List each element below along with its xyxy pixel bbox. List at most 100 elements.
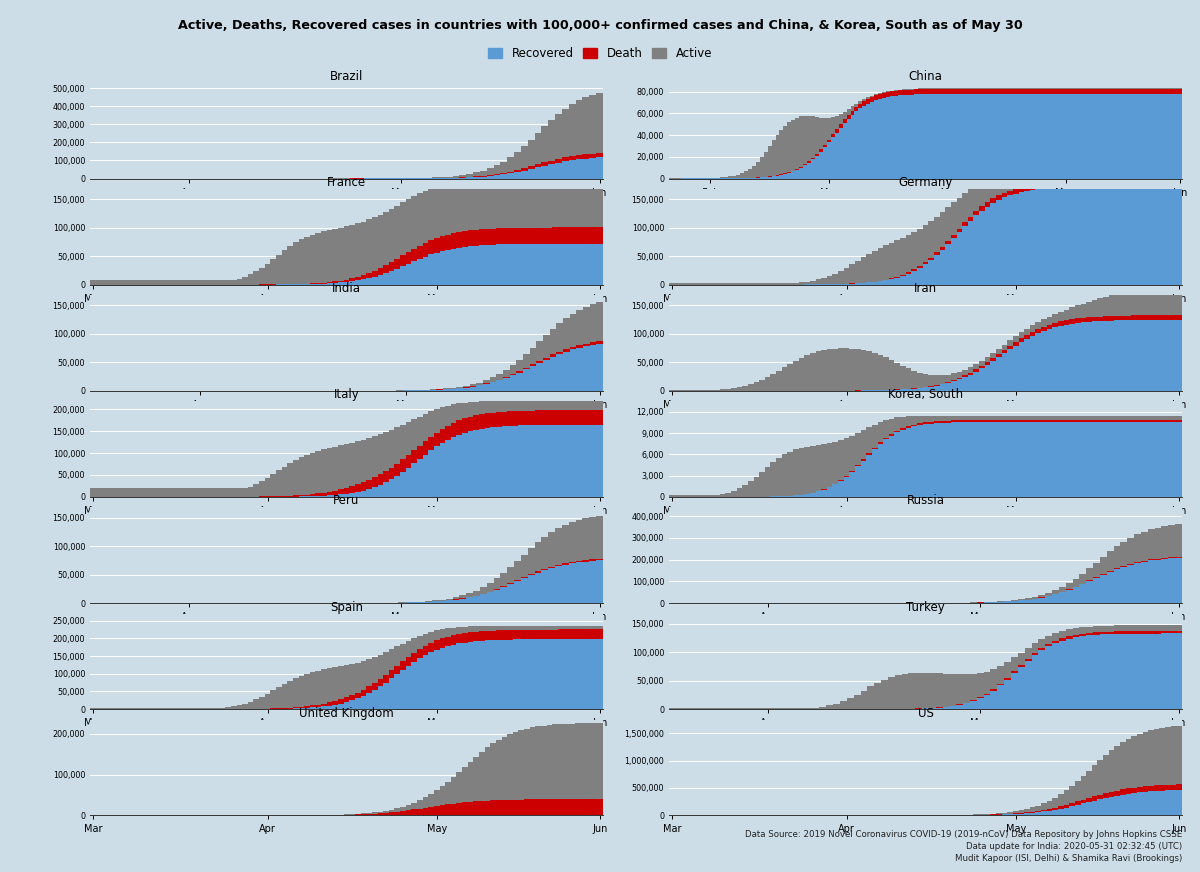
Bar — [541, 626, 547, 630]
Bar — [1025, 598, 1032, 600]
Bar — [1142, 787, 1148, 792]
Bar — [360, 221, 366, 275]
Bar — [1154, 560, 1162, 603]
Bar — [541, 639, 547, 709]
Bar — [1142, 93, 1146, 179]
Bar — [894, 418, 900, 431]
Bar — [389, 671, 395, 678]
Bar — [1075, 323, 1080, 391]
Bar — [582, 562, 589, 603]
Bar — [775, 135, 780, 175]
Bar — [929, 422, 934, 424]
Bar — [1063, 93, 1068, 179]
Bar — [456, 634, 462, 644]
Bar — [787, 364, 793, 391]
Bar — [934, 253, 940, 255]
Bar — [521, 578, 528, 603]
Bar — [956, 232, 962, 284]
Bar — [535, 639, 541, 709]
Bar — [383, 482, 389, 497]
Bar — [1175, 558, 1182, 603]
Bar — [582, 518, 589, 560]
Bar — [1052, 416, 1058, 420]
Bar — [1165, 416, 1171, 420]
Bar — [1052, 644, 1058, 709]
Bar — [425, 602, 432, 603]
Bar — [1103, 182, 1109, 187]
Bar — [1123, 93, 1127, 179]
Bar — [299, 495, 305, 496]
Bar — [1154, 187, 1159, 284]
Bar — [815, 155, 818, 179]
Bar — [758, 708, 764, 709]
Bar — [1008, 89, 1013, 93]
Bar — [878, 94, 882, 99]
Bar — [691, 495, 697, 497]
Bar — [372, 683, 378, 690]
Bar — [529, 228, 535, 244]
Bar — [979, 211, 985, 284]
Bar — [316, 671, 322, 705]
Bar — [558, 401, 564, 410]
Bar — [1162, 633, 1169, 709]
Bar — [1001, 89, 1004, 93]
Bar — [518, 244, 524, 284]
Bar — [534, 573, 541, 603]
Bar — [596, 303, 602, 342]
Bar — [564, 187, 569, 228]
Bar — [416, 194, 422, 246]
Bar — [521, 555, 528, 577]
Bar — [592, 723, 598, 799]
Bar — [1080, 584, 1086, 603]
Bar — [1148, 320, 1154, 391]
Bar — [946, 241, 950, 244]
Bar — [1147, 634, 1154, 709]
Bar — [1063, 416, 1069, 420]
Bar — [1044, 89, 1048, 93]
Bar — [1063, 182, 1069, 187]
Bar — [186, 488, 192, 497]
Bar — [583, 346, 589, 391]
Bar — [372, 487, 378, 497]
Bar — [575, 724, 581, 800]
Bar — [203, 488, 209, 497]
Bar — [1036, 93, 1040, 179]
Bar — [780, 174, 784, 179]
Bar — [842, 123, 846, 179]
Bar — [670, 495, 674, 497]
Bar — [305, 673, 310, 706]
Bar — [808, 116, 811, 161]
Bar — [521, 168, 528, 171]
Bar — [152, 708, 157, 709]
Bar — [136, 708, 140, 709]
Bar — [157, 708, 163, 709]
Bar — [1103, 89, 1108, 93]
Bar — [422, 646, 428, 655]
Bar — [883, 358, 889, 390]
Bar — [468, 417, 473, 431]
Bar — [1132, 182, 1136, 187]
Bar — [990, 416, 996, 420]
Bar — [1063, 89, 1068, 93]
Bar — [276, 255, 282, 284]
Bar — [922, 89, 925, 94]
Bar — [569, 626, 575, 630]
Bar — [456, 183, 462, 232]
Bar — [1162, 630, 1169, 633]
Bar — [287, 707, 293, 709]
Bar — [439, 805, 445, 815]
Title: Peru: Peru — [334, 494, 360, 508]
Bar — [929, 424, 934, 497]
Bar — [1154, 634, 1162, 709]
Bar — [894, 390, 900, 391]
Bar — [529, 425, 535, 497]
Bar — [1024, 809, 1030, 812]
Bar — [558, 187, 564, 228]
Bar — [299, 706, 305, 708]
Bar — [473, 415, 479, 430]
Bar — [383, 683, 389, 709]
Bar — [851, 106, 854, 111]
Bar — [1132, 787, 1136, 793]
Bar — [479, 641, 485, 709]
Bar — [946, 420, 950, 423]
